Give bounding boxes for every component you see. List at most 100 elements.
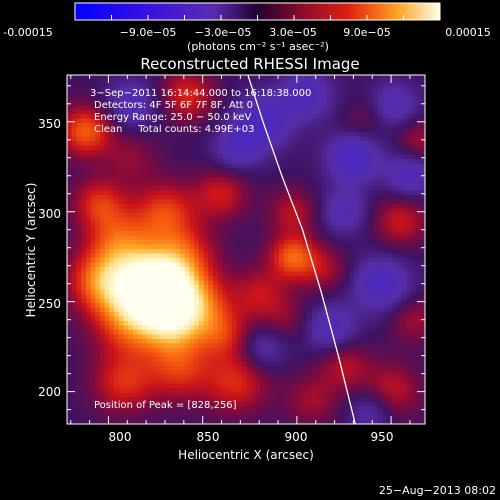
heatmap-cell: [71, 316, 77, 321]
colorbar-tick-label: −9.0e−05: [120, 26, 177, 39]
heatmap-cell: [156, 316, 162, 321]
heatmap-cell: [340, 298, 346, 303]
heatmap-cell: [118, 122, 124, 128]
heatmap-cell: [161, 199, 167, 205]
heatmap-cell: [170, 86, 176, 92]
heatmap-cell: [307, 289, 313, 294]
heatmap-cell: [227, 75, 233, 79]
heatmap-cell: [203, 361, 209, 366]
heatmap-cell: [269, 347, 275, 353]
heatmap-cell: [359, 415, 365, 420]
heatmap-cell: [307, 158, 313, 164]
heatmap-cell: [147, 145, 153, 151]
heatmap-cell: [81, 388, 87, 393]
heatmap-cell: [349, 374, 355, 380]
heatmap-cell: [76, 388, 82, 393]
heatmap-cell: [203, 397, 209, 402]
heatmap-cell: [344, 95, 351, 101]
heatmap-cell: [349, 280, 355, 285]
heatmap-cell: [363, 392, 369, 398]
heatmap-cell: [161, 239, 167, 245]
heatmap-cell: [85, 100, 91, 106]
heatmap-cell: [175, 158, 181, 164]
heatmap-cell: [128, 181, 134, 187]
heatmap-cell: [104, 176, 110, 182]
heatmap-cell: [142, 136, 148, 142]
heatmap-cell: [198, 208, 204, 214]
heatmap-cell: [184, 235, 190, 241]
heatmap-cell: [137, 302, 143, 308]
heatmap-cell: [132, 230, 139, 236]
heatmap-cell: [198, 75, 204, 79]
heatmap-cell: [330, 361, 336, 366]
heatmap-cell: [208, 334, 214, 339]
heatmap-cell: [231, 415, 237, 420]
heatmap-cell: [227, 212, 233, 218]
heatmap-cell: [76, 226, 82, 232]
heatmap-cell: [76, 131, 82, 137]
heatmap-cell: [297, 253, 303, 258]
heatmap-cell: [198, 284, 204, 290]
heatmap-cell: [137, 136, 143, 142]
heatmap-cell: [297, 181, 303, 187]
heatmap-cell: [255, 75, 261, 79]
heatmap-cell: [217, 109, 223, 115]
heatmap-cell: [175, 410, 181, 416]
heatmap-cell: [236, 190, 242, 196]
heatmap-cell: [198, 307, 204, 312]
heatmap-cell: [246, 293, 252, 299]
heatmap-cell: [67, 167, 73, 173]
heatmap-cell: [194, 302, 200, 308]
heatmap-cell: [288, 109, 294, 115]
heatmap-cell: [363, 280, 369, 285]
heatmap-cell: [156, 370, 162, 375]
heatmap-cell: [151, 203, 157, 209]
heatmap-cell: [90, 203, 96, 209]
heatmap-cell: [330, 104, 336, 110]
heatmap-cell: [170, 239, 176, 245]
heatmap-cell: [236, 82, 242, 88]
heatmap-cell: [222, 275, 228, 281]
heatmap-cell: [203, 149, 209, 155]
heatmap-cell: [363, 284, 369, 290]
heatmap-cell: [250, 284, 256, 290]
heatmap-cell: [311, 131, 318, 137]
heatmap-cell: [71, 397, 77, 402]
heatmap-cell: [288, 289, 294, 294]
heatmap-cell: [302, 181, 308, 187]
heatmap-cell: [142, 311, 148, 317]
heatmap-cell: [132, 185, 139, 191]
heatmap-cell: [208, 338, 214, 344]
heatmap-cell: [363, 293, 369, 299]
heatmap-cell: [165, 95, 172, 101]
heatmap-cell: [344, 320, 351, 326]
heatmap-cell: [241, 140, 247, 146]
heatmap-cell: [184, 284, 190, 290]
heatmap-cell: [359, 356, 365, 362]
heatmap-cell: [123, 397, 129, 402]
heatmap-cell: [330, 217, 336, 223]
heatmap-cell: [165, 419, 172, 424]
heatmap-cell: [203, 185, 209, 191]
heatmap-cell: [213, 145, 219, 151]
heatmap-cell: [147, 388, 153, 393]
heatmap-cell: [335, 275, 341, 281]
heatmap-cell: [170, 221, 176, 227]
heatmap-cell: [246, 361, 252, 366]
heatmap-cell: [293, 406, 299, 411]
heatmap-cell: [326, 410, 332, 416]
heatmap-cell: [67, 406, 73, 411]
heatmap-cell: [109, 95, 115, 101]
heatmap-cell: [311, 406, 318, 411]
heatmap-cell: [302, 388, 308, 393]
heatmap-cell: [194, 239, 200, 245]
heatmap-cell: [95, 253, 101, 258]
heatmap-cell: [307, 311, 313, 317]
heatmap-cell: [123, 338, 129, 344]
heatmap-cell: [99, 347, 106, 353]
heatmap-cell: [231, 140, 237, 146]
heatmap-cell: [203, 82, 209, 88]
heatmap-cell: [161, 320, 167, 326]
heatmap-cell: [340, 248, 346, 254]
heatmap-cell: [250, 176, 256, 182]
